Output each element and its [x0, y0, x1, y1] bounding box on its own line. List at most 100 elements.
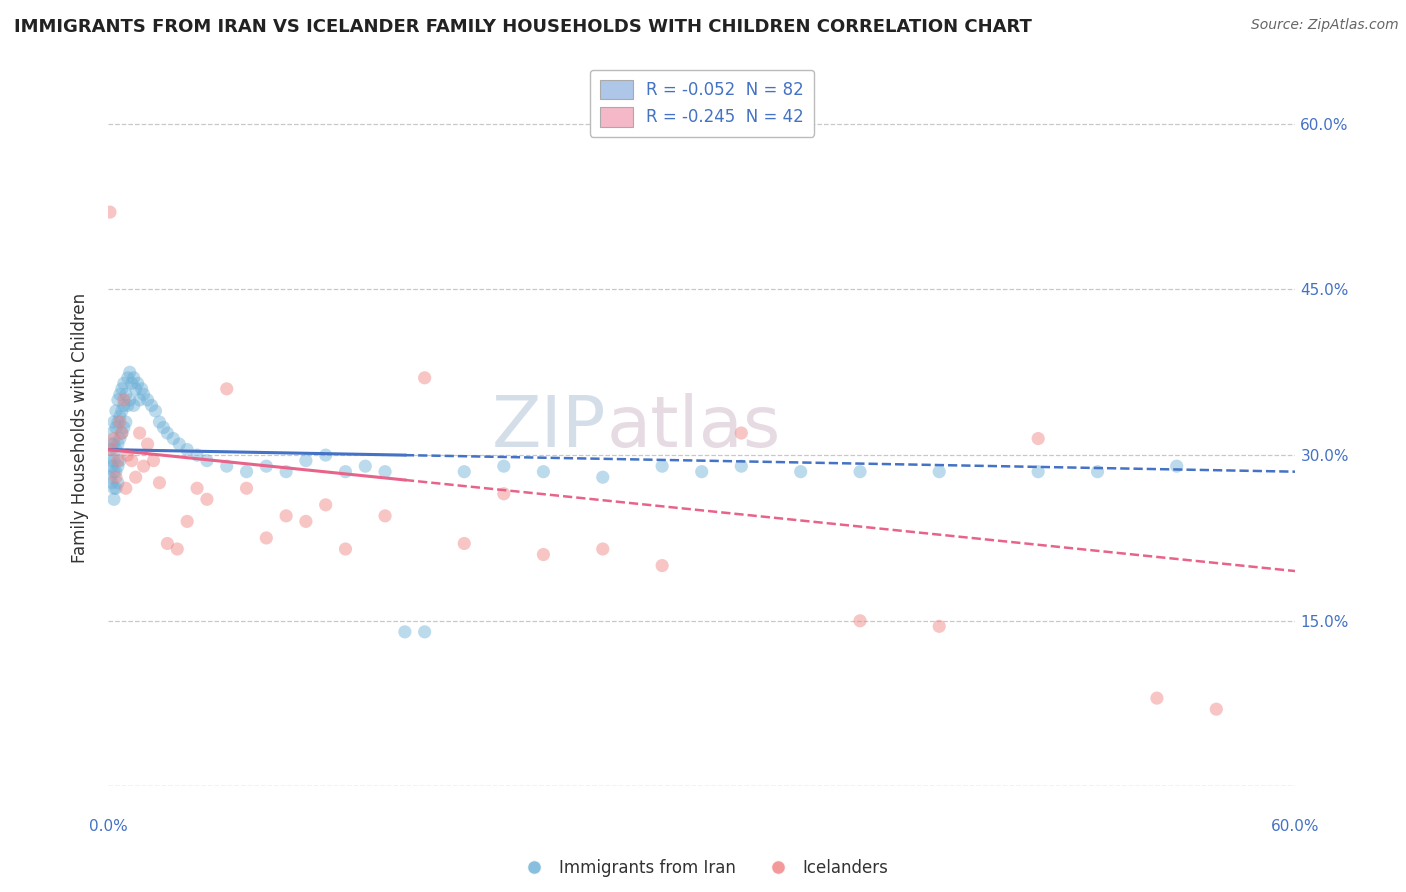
Point — [315, 498, 337, 512]
Point — [195, 453, 218, 467]
Point — [690, 465, 713, 479]
Point — [103, 437, 125, 451]
Point — [104, 442, 127, 457]
Point — [254, 531, 277, 545]
Point — [114, 481, 136, 495]
Point — [1146, 691, 1168, 706]
Point — [125, 382, 148, 396]
Point — [104, 470, 127, 484]
Point — [315, 448, 337, 462]
Point — [651, 459, 673, 474]
Point — [274, 508, 297, 523]
Point — [127, 376, 149, 391]
Point — [122, 371, 145, 385]
Point — [730, 425, 752, 440]
Point — [107, 475, 129, 490]
Point — [101, 425, 124, 440]
Point — [101, 475, 124, 490]
Point — [107, 437, 129, 451]
Point — [104, 481, 127, 495]
Point — [108, 409, 131, 424]
Point — [103, 432, 125, 446]
Point — [531, 465, 554, 479]
Point — [730, 459, 752, 474]
Point — [492, 487, 515, 501]
Point — [108, 415, 131, 429]
Point — [235, 481, 257, 495]
Point — [112, 399, 135, 413]
Point — [132, 459, 155, 474]
Point — [142, 453, 165, 467]
Point — [118, 392, 141, 407]
Point — [186, 448, 208, 462]
Point — [122, 399, 145, 413]
Point — [492, 459, 515, 474]
Text: 0.0%: 0.0% — [89, 819, 128, 834]
Point — [254, 459, 277, 474]
Point — [374, 465, 396, 479]
Point — [111, 382, 134, 396]
Point — [101, 437, 124, 451]
Point — [928, 465, 950, 479]
Point — [354, 459, 377, 474]
Y-axis label: Family Households with Children: Family Households with Children — [72, 293, 89, 563]
Point — [108, 453, 131, 467]
Point — [235, 465, 257, 479]
Point — [394, 624, 416, 639]
Point — [148, 475, 170, 490]
Point — [121, 376, 143, 391]
Point — [125, 470, 148, 484]
Point — [374, 508, 396, 523]
Point — [98, 205, 121, 219]
Point — [1087, 465, 1109, 479]
Point — [101, 442, 124, 457]
Point — [111, 404, 134, 418]
Point — [112, 392, 135, 407]
Point — [132, 387, 155, 401]
Point — [104, 465, 127, 479]
Text: IMMIGRANTS FROM IRAN VS ICELANDER FAMILY HOUSEHOLDS WITH CHILDREN CORRELATION CH: IMMIGRANTS FROM IRAN VS ICELANDER FAMILY… — [14, 18, 1032, 36]
Point — [111, 425, 134, 440]
Point — [103, 465, 125, 479]
Point — [107, 392, 129, 407]
Point — [98, 442, 121, 457]
Point — [128, 425, 150, 440]
Point — [849, 465, 872, 479]
Point — [118, 365, 141, 379]
Legend: Immigrants from Iran, Icelanders: Immigrants from Iran, Icelanders — [510, 853, 896, 884]
Point — [789, 465, 811, 479]
Point — [104, 404, 127, 418]
Point — [295, 453, 318, 467]
Point — [186, 481, 208, 495]
Point — [131, 382, 153, 396]
Point — [107, 459, 129, 474]
Point — [195, 492, 218, 507]
Point — [176, 515, 198, 529]
Point — [98, 470, 121, 484]
Point — [592, 541, 614, 556]
Point — [274, 465, 297, 479]
Point — [114, 387, 136, 401]
Point — [112, 376, 135, 391]
Point — [103, 415, 125, 429]
Point — [103, 453, 125, 467]
Point — [453, 465, 475, 479]
Point — [295, 515, 318, 529]
Text: 60.0%: 60.0% — [1271, 819, 1320, 834]
Point — [1205, 702, 1227, 716]
Point — [592, 470, 614, 484]
Point — [103, 481, 125, 495]
Point — [117, 399, 139, 413]
Point — [928, 619, 950, 633]
Point — [117, 371, 139, 385]
Point — [152, 420, 174, 434]
Point — [651, 558, 673, 573]
Point — [107, 453, 129, 467]
Point — [1026, 465, 1049, 479]
Text: atlas: atlas — [607, 393, 782, 462]
Point — [112, 420, 135, 434]
Point — [111, 425, 134, 440]
Point — [108, 387, 131, 401]
Point — [335, 541, 357, 556]
Point — [128, 392, 150, 407]
